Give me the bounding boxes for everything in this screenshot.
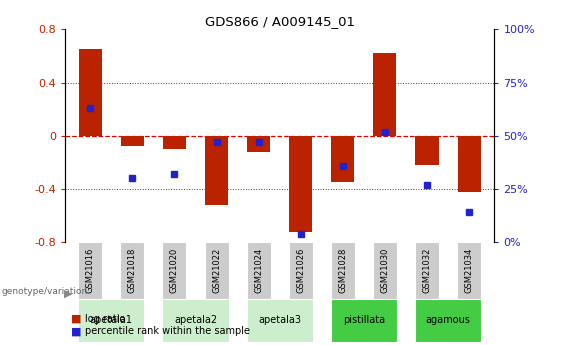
- Bar: [415, 242, 439, 299]
- Bar: [373, 242, 397, 299]
- Text: apetala2: apetala2: [174, 315, 217, 325]
- Text: GSM21026: GSM21026: [296, 248, 305, 293]
- Bar: [79, 49, 102, 136]
- Text: ■: ■: [71, 326, 81, 336]
- Bar: [162, 299, 228, 342]
- Text: genotype/variation: genotype/variation: [1, 287, 88, 296]
- Text: ■: ■: [71, 314, 81, 324]
- Bar: [331, 242, 355, 299]
- Bar: [120, 242, 144, 299]
- Bar: [121, 136, 144, 146]
- Text: GSM21024: GSM21024: [254, 248, 263, 293]
- Bar: [457, 242, 481, 299]
- Bar: [78, 299, 144, 342]
- Bar: [289, 136, 312, 231]
- Text: GSM21016: GSM21016: [86, 248, 95, 293]
- Bar: [331, 299, 397, 342]
- Text: apetala3: apetala3: [258, 315, 301, 325]
- Title: GDS866 / A009145_01: GDS866 / A009145_01: [205, 15, 355, 28]
- Bar: [78, 242, 102, 299]
- Text: GSM21034: GSM21034: [464, 248, 473, 293]
- Text: agamous: agamous: [425, 315, 471, 325]
- Text: GSM21018: GSM21018: [128, 248, 137, 293]
- Text: GSM21022: GSM21022: [212, 248, 221, 293]
- Text: GSM21030: GSM21030: [380, 248, 389, 293]
- Bar: [415, 299, 481, 342]
- Text: apetala1: apetala1: [90, 315, 133, 325]
- Bar: [162, 242, 186, 299]
- Bar: [247, 299, 312, 342]
- Text: GSM21032: GSM21032: [423, 248, 432, 293]
- Bar: [331, 136, 354, 183]
- Bar: [205, 136, 228, 205]
- Text: percentile rank within the sample: percentile rank within the sample: [85, 326, 250, 336]
- Bar: [205, 242, 228, 299]
- Text: log ratio: log ratio: [85, 314, 125, 324]
- Bar: [289, 242, 312, 299]
- Bar: [415, 136, 438, 165]
- Text: ▶: ▶: [64, 288, 72, 298]
- Bar: [458, 136, 481, 191]
- Text: pistillata: pistillata: [343, 315, 385, 325]
- Text: GSM21020: GSM21020: [170, 248, 179, 293]
- Bar: [247, 136, 270, 152]
- Bar: [247, 242, 271, 299]
- Text: GSM21028: GSM21028: [338, 248, 347, 293]
- Bar: [373, 53, 397, 136]
- Bar: [163, 136, 186, 149]
